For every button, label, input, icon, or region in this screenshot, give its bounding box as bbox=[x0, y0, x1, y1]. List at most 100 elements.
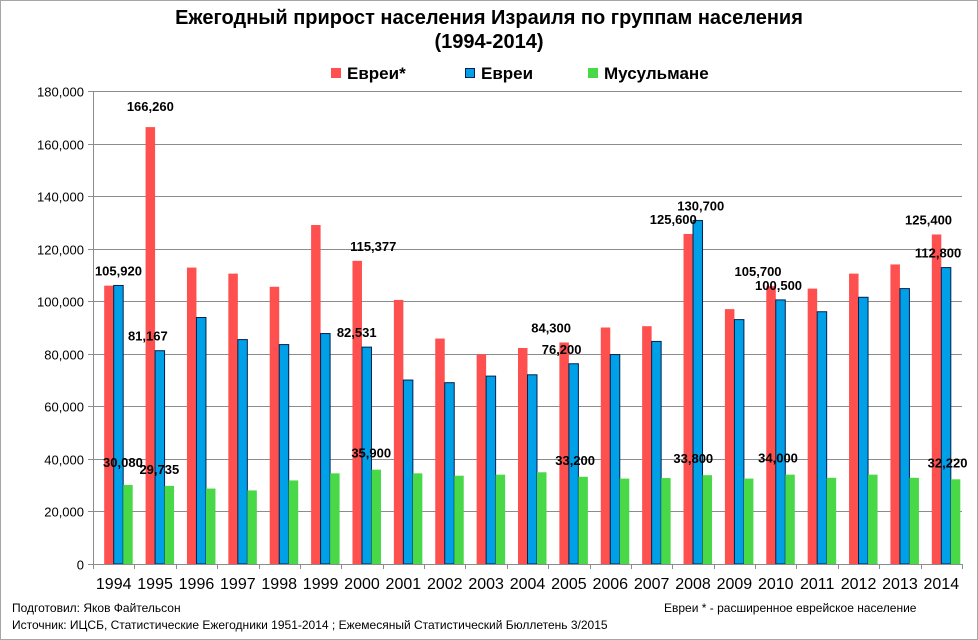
data-label: 112,800 bbox=[915, 246, 961, 261]
data-label: 34,000 bbox=[758, 451, 798, 466]
bar-jews bbox=[775, 299, 786, 565]
footer-note: Евреи * - расширенное еврейское населени… bbox=[664, 601, 917, 615]
bar-extended-jews bbox=[476, 354, 487, 564]
bar-jews bbox=[651, 340, 662, 565]
chart-subtitle: (1994-2014) bbox=[434, 31, 544, 53]
bar-muslims bbox=[247, 490, 257, 564]
axes bbox=[88, 91, 963, 569]
x-tick-label: 1998 bbox=[261, 576, 297, 593]
bar-extended-jews bbox=[642, 326, 652, 564]
bar-jews bbox=[278, 344, 290, 565]
bar-jews bbox=[858, 296, 869, 565]
bar-muslims bbox=[495, 474, 506, 564]
bar-extended-jews bbox=[849, 273, 859, 564]
x-tick-label: 1997 bbox=[220, 576, 256, 593]
bar-extended-jews bbox=[766, 286, 776, 564]
data-label: 105,700 bbox=[735, 264, 782, 279]
legend-swatch-muslims bbox=[588, 68, 598, 78]
y-tick-label: 60,000 bbox=[44, 400, 84, 415]
data-label: 125,400 bbox=[905, 212, 952, 227]
data-label: 130,700 bbox=[677, 199, 724, 214]
legend-swatch-jews bbox=[465, 68, 475, 78]
x-tick-label: 1996 bbox=[179, 576, 215, 593]
bar-muslims bbox=[330, 473, 340, 564]
bar-extended-jews bbox=[600, 327, 611, 564]
x-tick-label: 2014 bbox=[924, 576, 960, 593]
bar-extended-jews bbox=[104, 285, 114, 564]
bar-extended-jews bbox=[393, 299, 404, 564]
bar-muslims bbox=[371, 469, 381, 564]
x-tick-label: 2011 bbox=[800, 576, 835, 593]
bar-extended-jews bbox=[311, 225, 321, 564]
bar-jews bbox=[692, 220, 704, 565]
x-tick-label: 2008 bbox=[675, 576, 711, 593]
y-tick-label: 80,000 bbox=[44, 348, 84, 363]
bar-jews bbox=[940, 267, 952, 565]
x-tick-label: 2002 bbox=[427, 576, 463, 593]
footer-author: Подготовил: Яков Файтельсон bbox=[12, 601, 181, 615]
legend-item-muslims: Мусульмане bbox=[588, 63, 709, 85]
footer-source: Источник: ИЦСБ, Статистические Ежегодник… bbox=[12, 618, 608, 632]
bar-muslims bbox=[826, 477, 837, 564]
x-tick-label: 1995 bbox=[137, 576, 173, 593]
y-tick-labels: 0 20,000 40,000 60,000 80,000 100,000 120,000 1… bbox=[37, 85, 84, 573]
bar-extended-jews bbox=[931, 234, 942, 564]
chart-title: Ежегодный прирост населения Израиля по г… bbox=[175, 7, 803, 29]
y-tick-label: 100,000 bbox=[37, 295, 84, 310]
y-tick-label: 160,000 bbox=[37, 138, 84, 153]
data-label: 105,920 bbox=[95, 263, 142, 278]
bar-jews bbox=[733, 319, 745, 565]
x-tick-label: 2010 bbox=[758, 576, 794, 593]
data-label: 81,167 bbox=[128, 329, 168, 344]
x-tick-label: 2000 bbox=[344, 576, 380, 593]
legend-item-jews: Евреи bbox=[465, 63, 533, 85]
legend-item-extended-jews: Евреи* bbox=[331, 63, 406, 85]
bars bbox=[104, 127, 961, 565]
data-label: 166,260 bbox=[127, 99, 174, 114]
legend-swatch-extended-jews bbox=[331, 68, 341, 78]
bar-jews bbox=[444, 382, 455, 565]
bar-muslims bbox=[868, 474, 878, 564]
bar-extended-jews bbox=[186, 267, 197, 564]
x-tick-label: 2001 bbox=[386, 576, 422, 593]
y-tick-label: 180,000 bbox=[37, 85, 84, 100]
bar-muslims bbox=[454, 475, 464, 564]
x-tick-label: 2007 bbox=[634, 576, 670, 593]
bar-muslims bbox=[164, 485, 175, 564]
bar-muslims bbox=[288, 480, 299, 564]
bar-extended-jews bbox=[724, 309, 735, 564]
y-tick-label: 120,000 bbox=[37, 243, 84, 258]
x-tick-label: 2006 bbox=[592, 576, 628, 593]
bar-jews bbox=[402, 379, 414, 565]
data-label: 125,600 bbox=[650, 212, 697, 227]
x-tick-label: 2003 bbox=[468, 576, 504, 593]
data-label: 115,377 bbox=[350, 239, 396, 254]
bar-jews bbox=[237, 339, 248, 565]
data-label: 76,200 bbox=[542, 342, 582, 357]
x-tick-label: 2004 bbox=[510, 576, 546, 593]
bar-muslims bbox=[619, 478, 630, 564]
legend-label-jews: Евреи bbox=[481, 64, 534, 83]
data-label: 30,080 bbox=[103, 455, 143, 470]
bar-extended-jews bbox=[228, 273, 238, 564]
bar-jews bbox=[816, 311, 828, 565]
y-tick-label: 40,000 bbox=[44, 453, 84, 468]
bar-muslims bbox=[537, 472, 547, 564]
data-label: 100,500 bbox=[755, 278, 802, 293]
x-tick-labels: 1994 1995 1996 1997 1998 1999 2000 2001 2002 2003… bbox=[96, 576, 959, 593]
bar-jews bbox=[195, 317, 207, 565]
x-tick-label: 2005 bbox=[551, 576, 587, 593]
bar-muslims bbox=[909, 477, 919, 564]
bar-muslims bbox=[785, 474, 795, 564]
bar-jews bbox=[485, 375, 497, 565]
data-label: 82,531 bbox=[337, 325, 377, 340]
bar-jews bbox=[527, 374, 538, 565]
bar-jews bbox=[113, 284, 124, 565]
bar-extended-jews bbox=[559, 342, 569, 564]
bar-jews bbox=[154, 350, 166, 565]
bar-muslims bbox=[205, 488, 216, 564]
bar-muslims bbox=[661, 478, 671, 564]
chart-title-block: Ежегодный прирост населения Израиля по г… bbox=[0, 6, 978, 54]
bar-extended-jews bbox=[145, 127, 156, 565]
